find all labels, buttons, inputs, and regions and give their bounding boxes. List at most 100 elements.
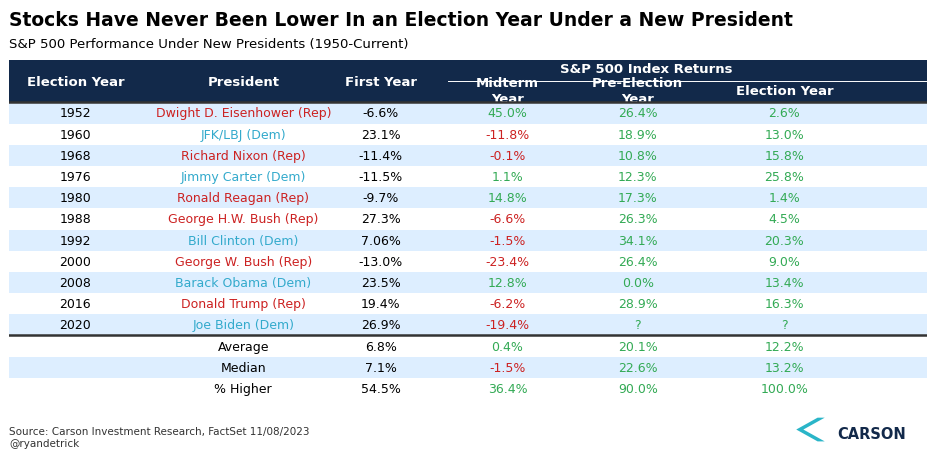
Text: -11.4%: -11.4% bbox=[358, 150, 402, 162]
Text: 1980: 1980 bbox=[60, 192, 92, 205]
Text: 26.4%: 26.4% bbox=[618, 255, 657, 268]
FancyBboxPatch shape bbox=[9, 230, 927, 251]
Text: 15.8%: 15.8% bbox=[765, 150, 804, 162]
Text: 34.1%: 34.1% bbox=[618, 234, 657, 247]
FancyBboxPatch shape bbox=[9, 124, 927, 145]
Text: 20.1%: 20.1% bbox=[618, 340, 658, 353]
Text: CARSON: CARSON bbox=[838, 426, 906, 441]
Text: 1988: 1988 bbox=[60, 213, 92, 226]
FancyBboxPatch shape bbox=[9, 103, 927, 124]
Text: First Year: First Year bbox=[344, 75, 417, 88]
Text: 0.0%: 0.0% bbox=[622, 276, 653, 290]
FancyBboxPatch shape bbox=[9, 315, 927, 336]
Text: 13.2%: 13.2% bbox=[765, 361, 804, 374]
Text: 1992: 1992 bbox=[60, 234, 91, 247]
Text: 2008: 2008 bbox=[60, 276, 92, 290]
Text: ?: ? bbox=[635, 319, 641, 331]
Text: 7.1%: 7.1% bbox=[365, 361, 397, 374]
Text: 1976: 1976 bbox=[60, 170, 91, 184]
FancyBboxPatch shape bbox=[9, 336, 927, 357]
Text: 26.4%: 26.4% bbox=[618, 107, 657, 120]
Text: -6.2%: -6.2% bbox=[490, 298, 526, 310]
FancyBboxPatch shape bbox=[9, 209, 927, 230]
Text: Donald Trump (Rep): Donald Trump (Rep) bbox=[181, 298, 306, 310]
Text: 1960: 1960 bbox=[60, 129, 91, 141]
Text: 26.3%: 26.3% bbox=[618, 213, 657, 226]
Text: 1.1%: 1.1% bbox=[491, 170, 523, 184]
Text: 9.0%: 9.0% bbox=[768, 255, 800, 268]
FancyBboxPatch shape bbox=[9, 294, 927, 315]
Text: President: President bbox=[207, 75, 279, 88]
Text: Bill Clinton (Dem): Bill Clinton (Dem) bbox=[188, 234, 299, 247]
Text: Midterm
Year: Midterm Year bbox=[475, 77, 539, 106]
Text: -1.5%: -1.5% bbox=[490, 234, 526, 247]
FancyBboxPatch shape bbox=[9, 145, 927, 166]
Text: -0.1%: -0.1% bbox=[490, 150, 526, 162]
Text: Dwight D. Eisenhower (Rep): Dwight D. Eisenhower (Rep) bbox=[155, 107, 331, 120]
Text: George H.W. Bush (Rep): George H.W. Bush (Rep) bbox=[168, 213, 318, 226]
Text: Ronald Reagan (Rep): Ronald Reagan (Rep) bbox=[177, 192, 309, 205]
Text: 19.4%: 19.4% bbox=[361, 298, 401, 310]
Text: 16.3%: 16.3% bbox=[765, 298, 804, 310]
Text: 26.9%: 26.9% bbox=[361, 319, 401, 331]
Text: Source: Carson Investment Research, FactSet 11/08/2023
@ryandetrick: Source: Carson Investment Research, Fact… bbox=[9, 426, 310, 448]
Text: -13.0%: -13.0% bbox=[358, 255, 403, 268]
Text: % Higher: % Higher bbox=[214, 382, 272, 395]
Text: Pre-Election
Year: Pre-Election Year bbox=[592, 77, 683, 106]
Text: 13.0%: 13.0% bbox=[765, 129, 804, 141]
Text: 17.3%: 17.3% bbox=[618, 192, 658, 205]
FancyBboxPatch shape bbox=[9, 378, 927, 399]
Text: George W. Bush (Rep): George W. Bush (Rep) bbox=[175, 255, 312, 268]
Text: Average: Average bbox=[217, 340, 269, 353]
FancyBboxPatch shape bbox=[9, 166, 927, 188]
Text: 1.4%: 1.4% bbox=[768, 192, 800, 205]
Text: 18.9%: 18.9% bbox=[618, 129, 658, 141]
FancyBboxPatch shape bbox=[9, 188, 927, 209]
Text: 14.8%: 14.8% bbox=[488, 192, 527, 205]
Text: 1952: 1952 bbox=[60, 107, 91, 120]
Text: Joe Biden (Dem): Joe Biden (Dem) bbox=[192, 319, 294, 331]
Text: 12.3%: 12.3% bbox=[618, 170, 657, 184]
Text: 6.8%: 6.8% bbox=[365, 340, 397, 353]
Text: 90.0%: 90.0% bbox=[618, 382, 658, 395]
FancyBboxPatch shape bbox=[9, 272, 927, 294]
Text: 20.3%: 20.3% bbox=[765, 234, 804, 247]
Text: Median: Median bbox=[221, 361, 266, 374]
Text: ?: ? bbox=[782, 319, 788, 331]
Text: -11.8%: -11.8% bbox=[486, 129, 530, 141]
Text: S&P 500 Performance Under New Presidents (1950-Current): S&P 500 Performance Under New Presidents… bbox=[9, 38, 409, 51]
Text: 13.4%: 13.4% bbox=[765, 276, 804, 290]
FancyBboxPatch shape bbox=[9, 61, 927, 103]
Text: -23.4%: -23.4% bbox=[486, 255, 530, 268]
Text: 23.5%: 23.5% bbox=[361, 276, 401, 290]
Text: 7.06%: 7.06% bbox=[361, 234, 401, 247]
Text: Stocks Have Never Been Lower In an Election Year Under a New President: Stocks Have Never Been Lower In an Elect… bbox=[9, 11, 793, 30]
Text: Election Year: Election Year bbox=[26, 75, 124, 88]
Text: 25.8%: 25.8% bbox=[765, 170, 804, 184]
Text: 100.0%: 100.0% bbox=[761, 382, 809, 395]
FancyBboxPatch shape bbox=[9, 357, 927, 378]
Text: S&P 500 Index Returns: S&P 500 Index Returns bbox=[560, 63, 732, 76]
Text: 12.2%: 12.2% bbox=[765, 340, 804, 353]
Text: Barack Obama (Dem): Barack Obama (Dem) bbox=[175, 276, 312, 290]
Text: -1.5%: -1.5% bbox=[490, 361, 526, 374]
Text: 0.4%: 0.4% bbox=[491, 340, 523, 353]
Text: 12.8%: 12.8% bbox=[488, 276, 527, 290]
Polygon shape bbox=[797, 418, 825, 442]
Text: 54.5%: 54.5% bbox=[361, 382, 401, 395]
Text: 1968: 1968 bbox=[60, 150, 91, 162]
Text: -19.4%: -19.4% bbox=[486, 319, 530, 331]
Text: 2.6%: 2.6% bbox=[768, 107, 800, 120]
Text: 36.4%: 36.4% bbox=[488, 382, 527, 395]
Text: 28.9%: 28.9% bbox=[618, 298, 658, 310]
Text: Jimmy Carter (Dem): Jimmy Carter (Dem) bbox=[181, 170, 306, 184]
Text: -11.5%: -11.5% bbox=[358, 170, 403, 184]
Text: 22.6%: 22.6% bbox=[618, 361, 657, 374]
Text: JFK/LBJ (Dem): JFK/LBJ (Dem) bbox=[200, 129, 286, 141]
Text: -6.6%: -6.6% bbox=[363, 107, 399, 120]
FancyBboxPatch shape bbox=[9, 251, 927, 272]
Text: -9.7%: -9.7% bbox=[362, 192, 399, 205]
Text: 4.5%: 4.5% bbox=[768, 213, 800, 226]
Text: Election Year: Election Year bbox=[736, 85, 833, 98]
Text: -6.6%: -6.6% bbox=[490, 213, 526, 226]
